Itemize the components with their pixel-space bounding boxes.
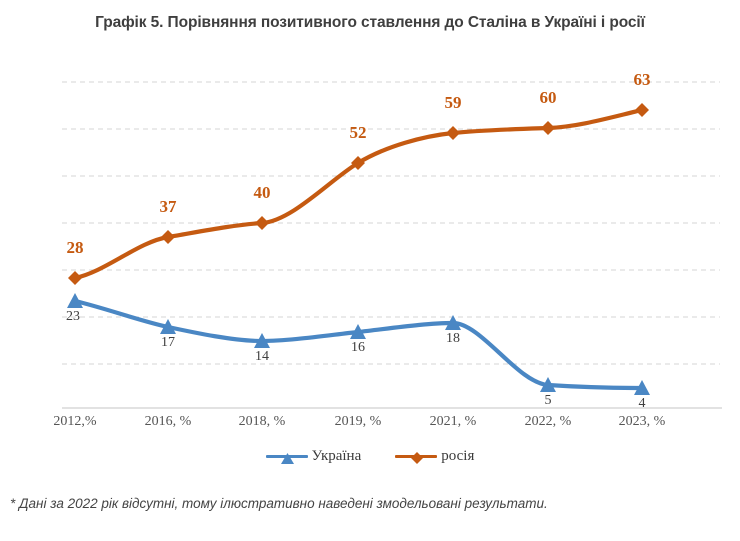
data-label-russia-2018: 40 xyxy=(253,183,271,202)
data-label-russia-2016: 37 xyxy=(159,197,177,216)
legend-label-russia: росія xyxy=(441,448,475,464)
series-markers-russia xyxy=(68,103,649,285)
chart-footnote: * Дані за 2022 рік відсутні, тому ілюстр… xyxy=(10,496,548,511)
data-label-ukraine-2016: 17 xyxy=(161,335,175,350)
legend-item-ukraine[interactable]: Україна xyxy=(265,448,362,465)
x-axis-labels: 2012,% 2016, % 2018, % 2019, % 2021, % 2… xyxy=(0,414,740,440)
data-label-ukraine-2021: 18 xyxy=(446,331,460,346)
data-label-ukraine-2023: 4 xyxy=(638,396,646,411)
x-axis-tick-2022: 2022, % xyxy=(524,414,572,429)
data-label-ukraine-2019: 16 xyxy=(351,340,365,355)
chart-legend: Україна росія xyxy=(0,448,740,465)
legend-item-russia[interactable]: росія xyxy=(395,448,474,465)
data-label-russia-2012: 28 xyxy=(66,238,84,257)
data-label-russia-2021: 59 xyxy=(444,93,462,112)
data-label-russia-2022: 60 xyxy=(539,88,557,107)
chart-title: Графік 5. Порівняння позитивного ставлен… xyxy=(95,14,645,31)
data-label-ukraine-2012: 23 xyxy=(66,309,80,324)
data-label-russia-2019: 52 xyxy=(349,123,367,142)
x-axis-tick-2021: 2021, % xyxy=(429,414,477,429)
data-label-russia-2023: 63 xyxy=(633,70,651,89)
data-label-ukraine-2022: 5 xyxy=(544,393,552,408)
legend-marker-triangle-icon xyxy=(265,450,308,464)
x-axis-tick-2019: 2019, % xyxy=(334,414,382,429)
legend-label-ukraine: Україна xyxy=(311,448,362,464)
series-markers-ukraine xyxy=(67,293,650,395)
gridlines xyxy=(62,81,720,365)
plot-svg xyxy=(62,81,722,409)
data-label-ukraine-2018: 14 xyxy=(255,349,269,364)
x-axis-tick-2016: 2016, % xyxy=(144,414,192,429)
legend-marker-diamond-icon xyxy=(395,450,438,464)
plot-area: 28 37 40 52 59 60 63 23 17 14 16 18 5 4 xyxy=(0,60,740,412)
x-axis-tick-2012: 2012,% xyxy=(53,414,97,429)
x-axis-tick-2023: 2023, % xyxy=(618,414,666,429)
x-axis-tick-2018: 2018, % xyxy=(238,414,286,429)
